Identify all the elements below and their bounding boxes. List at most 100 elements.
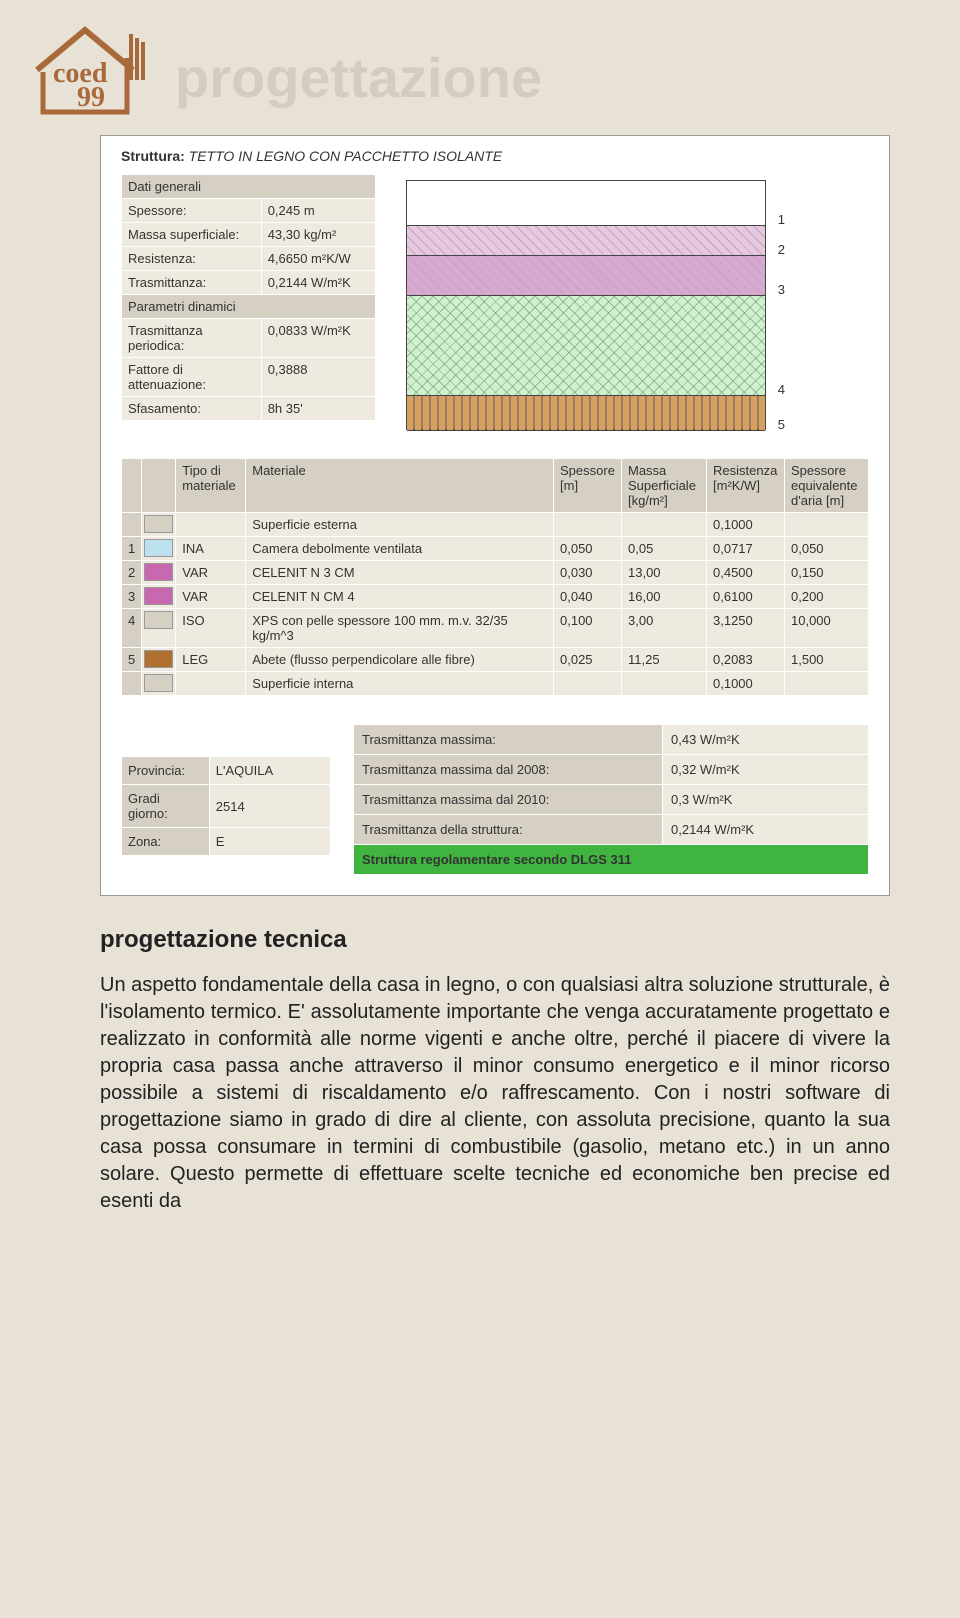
row-res: 0,6100 [707, 585, 785, 609]
general-value: 43,30 kg/m² [261, 223, 375, 247]
location-table: Provincia:L'AQUILAGradi giorno:2514Zona:… [121, 756, 331, 856]
materials-col-header: Spessore equivalente d'aria [m] [785, 459, 869, 513]
general-value: 0,2144 W/m²K [261, 271, 375, 295]
svg-text:99: 99 [77, 82, 105, 113]
diagram-layer-3 [407, 256, 765, 296]
row-ms: 13,00 [622, 561, 707, 585]
row-ms [622, 513, 707, 537]
dynamic-header: Parametri dinamici [122, 295, 376, 319]
materials-row: 4ISOXPS con pelle spessore 100 mm. m.v. … [122, 609, 869, 648]
dyn-value: 0,0833 W/m²K [261, 319, 375, 358]
row-sp: 0,030 [554, 561, 622, 585]
loc-label: Zona: [122, 828, 210, 856]
row-num: 1 [122, 537, 142, 561]
dyn-label: Trasmittanza periodica: [122, 319, 262, 358]
row-tipo: VAR [176, 585, 246, 609]
row-seq: 0,200 [785, 585, 869, 609]
loc-value: E [209, 828, 330, 856]
diagram-layer-num: 4 [778, 382, 785, 397]
row-swatch [142, 537, 176, 561]
row-ms: 11,25 [622, 648, 707, 672]
materials-row: 3VARCELENIT N CM 40,04016,000,61000,200 [122, 585, 869, 609]
row-num [122, 513, 142, 537]
trasm-value: 0,3 W/m²K [663, 785, 869, 815]
layer-diagram: 12345 [406, 180, 766, 430]
diagram-layer-num: 5 [778, 417, 785, 432]
dyn-label: Fattore di attenuazione: [122, 358, 262, 397]
materials-row: Superficie esterna 0,1000 [122, 513, 869, 537]
row-num: 5 [122, 648, 142, 672]
row-sp: 0,100 [554, 609, 622, 648]
row-tipo: LEG [176, 648, 246, 672]
row-res: 0,1000 [707, 513, 785, 537]
row-tipo: ISO [176, 609, 246, 648]
row-num [122, 672, 142, 696]
dyn-value: 0,3888 [261, 358, 375, 397]
diagram-layer-num: 1 [778, 212, 785, 227]
trasm-label: Trasmittanza massima dal 2008: [354, 755, 663, 785]
row-num: 2 [122, 561, 142, 585]
row-sp: 0,025 [554, 648, 622, 672]
loc-label: Gradi giorno: [122, 785, 210, 828]
row-seq: 1,500 [785, 648, 869, 672]
row-tipo [176, 513, 246, 537]
section-heading: progettazione tecnica [100, 926, 890, 954]
row-res: 0,0717 [707, 537, 785, 561]
row-swatch [142, 672, 176, 696]
row-seq [785, 672, 869, 696]
materials-table: Tipo di materialeMaterialeSpessore [m]Ma… [121, 458, 869, 696]
general-label: Massa superficiale: [122, 223, 262, 247]
materials-col-header [122, 459, 142, 513]
row-sp: 0,040 [554, 585, 622, 609]
row-mat: XPS con pelle spessore 100 mm. m.v. 32/3… [246, 609, 554, 648]
materials-col-header: Massa Superficiale [kg/m²] [622, 459, 707, 513]
logo: coed 99 [35, 20, 155, 120]
row-swatch [142, 648, 176, 672]
materials-col-header: Tipo di materiale [176, 459, 246, 513]
row-seq [785, 513, 869, 537]
row-ms: 3,00 [622, 609, 707, 648]
row-sp [554, 672, 622, 696]
trasmittanza-table: Trasmittanza massima:0,43 W/m²KTrasmitta… [353, 724, 869, 875]
materials-row: 2VARCELENIT N 3 CM0,03013,000,45000,150 [122, 561, 869, 585]
section-paragraph: Un aspetto fondamentale della casa in le… [100, 972, 890, 1215]
structure-label: Struttura: [121, 148, 185, 164]
row-ms: 0,05 [622, 537, 707, 561]
materials-col-header: Resistenza [m²K/W] [707, 459, 785, 513]
row-swatch [142, 585, 176, 609]
row-seq: 0,050 [785, 537, 869, 561]
trasm-value: 0,43 W/m²K [663, 725, 869, 755]
materials-row: 5 LEGAbete (flusso perpendicolare alle fi… [122, 648, 869, 672]
general-value: 4,6650 m²K/W [261, 247, 375, 271]
trasm-label: Trasmittanza della struttura: [354, 815, 663, 845]
diagram-layer-5 [407, 396, 765, 431]
row-tipo [176, 672, 246, 696]
materials-col-header [142, 459, 176, 513]
general-header: Dati generali [122, 175, 376, 199]
row-mat: CELENIT N CM 4 [246, 585, 554, 609]
materials-col-header: Spessore [m] [554, 459, 622, 513]
row-swatch [142, 561, 176, 585]
diagram-layer-2 [407, 226, 765, 256]
row-seq: 0,150 [785, 561, 869, 585]
body-text-section: progettazione tecnica Un aspetto fondame… [100, 926, 890, 1215]
trasm-label: Trasmittanza massima: [354, 725, 663, 755]
trasm-label: Trasmittanza massima dal 2010: [354, 785, 663, 815]
diagram-layer-num: 2 [778, 242, 785, 257]
row-mat: Superficie esterna [246, 513, 554, 537]
row-res: 0,1000 [707, 672, 785, 696]
row-mat: Abete (flusso perpendicolare alle fibre) [246, 648, 554, 672]
row-mat: Superficie interna [246, 672, 554, 696]
loc-value: 2514 [209, 785, 330, 828]
structure-title: Struttura: TETTO IN LEGNO CON PACCHETTO … [121, 148, 869, 164]
general-data-table: Dati generaliSpessore:0,245 mMassa super… [121, 174, 376, 421]
row-ms [622, 672, 707, 696]
row-mat: CELENIT N 3 CM [246, 561, 554, 585]
diagram-layer-1 [407, 181, 765, 226]
row-swatch [142, 609, 176, 648]
row-sp [554, 513, 622, 537]
report-panel: Struttura: TETTO IN LEGNO CON PACCHETTO … [100, 135, 890, 896]
trasm-value: 0,2144 W/m²K [663, 815, 869, 845]
dyn-value: 8h 35' [261, 397, 375, 421]
row-swatch [142, 513, 176, 537]
